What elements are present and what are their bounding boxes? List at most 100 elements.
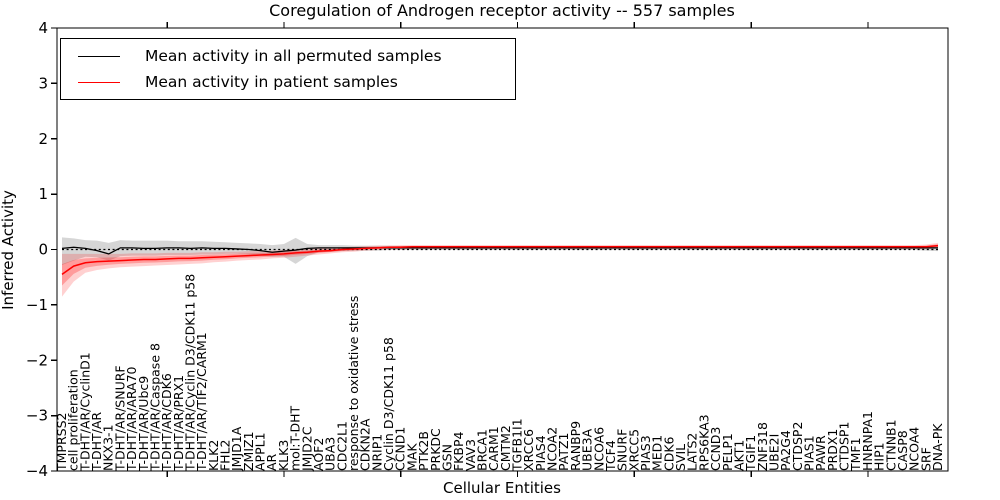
x-category-label: T-DHT/AR/Caspase 8 — [147, 343, 162, 472]
x-category-label: NRIP1 — [369, 434, 384, 471]
legend-item-permuted: Mean activity in all permuted samples — [61, 47, 515, 65]
x-category-label: KLK2 — [206, 440, 221, 471]
x-category-label: MAK — [404, 443, 419, 471]
y-tick-label: 0 — [38, 241, 48, 259]
x-category-label: PATZ1 — [556, 433, 571, 471]
x-category-label: T-DHT/AR/Ubc9 — [136, 376, 151, 472]
x-category-label: TMF1 — [848, 437, 863, 472]
x-category-label: SVIL — [673, 444, 688, 471]
x-category-label: CASP8 — [895, 430, 910, 471]
x-category-label: cell proliferation — [66, 369, 81, 471]
x-axis-label: Cellular Entities — [443, 479, 561, 497]
y-tick-label: −4 — [26, 462, 48, 480]
x-category-label: NCOA4 — [907, 427, 922, 471]
x-category-label: T-DHT/AR/ARA70 — [124, 366, 139, 472]
x-category-label: PIAS1 — [802, 435, 817, 471]
x-category-label: PIAS4 — [533, 435, 548, 471]
x-category-label: TCF4 — [603, 440, 618, 472]
x-category-label: BRCA1 — [474, 429, 489, 471]
legend-label-patient: Mean activity in patient samples — [145, 73, 398, 91]
x-category-label: response to oxidative stress — [346, 296, 361, 471]
x-category-label: NKX3-1 — [101, 424, 116, 471]
x-category-label: CDKN2A — [358, 418, 373, 471]
x-category-label: UBE3A — [580, 428, 595, 471]
x-category-label: TGFB1I1 — [510, 418, 525, 472]
patient-mean-line — [61, 244, 939, 276]
x-category-label: AR — [264, 453, 279, 471]
x-category-label: TMPRSS2 — [54, 413, 69, 472]
x-category-label: MED1 — [650, 435, 665, 471]
permuted-band — [62, 237, 938, 266]
y-tick-label: 2 — [38, 130, 48, 148]
x-category-label: T-DHT/AR/CDK6 — [159, 373, 174, 472]
x-category-label: SNURF — [615, 429, 630, 471]
y-tick-label: 1 — [38, 185, 48, 203]
x-category-label: TGIF1 — [743, 435, 758, 472]
x-category-label: UBE2I — [766, 434, 781, 471]
x-category-label: KLK3 — [276, 440, 291, 471]
x-category-label: HIP1 — [872, 442, 887, 471]
x-category-label: AKT1 — [731, 440, 746, 471]
x-category-label: PRKDC — [428, 428, 443, 471]
permuted-mean-line — [61, 246, 938, 255]
x-category-label: PTK2B — [416, 431, 431, 471]
x-category-label: PIAS3 — [638, 435, 653, 471]
y-tick-label: −3 — [26, 407, 48, 425]
x-category-label: UBA3 — [323, 437, 338, 471]
x-category-label: T-DHT/AR — [89, 412, 104, 472]
y-axis-label: Inferred Activity — [0, 190, 17, 310]
y-tick-label: 3 — [38, 74, 48, 92]
y-tick-label: −2 — [26, 351, 48, 369]
x-category-label: CTNNB1 — [883, 419, 898, 471]
y-tick-label: −1 — [26, 296, 48, 314]
legend-line-patient-icon — [78, 81, 120, 83]
x-category-label: XRCC6 — [521, 429, 536, 471]
x-category-label: CTDSP2 — [790, 422, 805, 471]
x-category-label: NCOA6 — [591, 427, 606, 471]
x-category-label: SRF — [918, 447, 933, 471]
x-category-label: CARM1 — [486, 426, 501, 471]
legend-item-patient: Mean activity in patient samples — [61, 73, 515, 91]
x-category-label: CMTM2 — [498, 425, 513, 471]
x-category-label: T-DHT/AR/SNURF — [112, 365, 127, 472]
x-category-label: ZMIZ1 — [241, 431, 256, 471]
x-category-label: RANBP9 — [568, 421, 583, 471]
x-category-label: NCOA2 — [545, 427, 560, 471]
x-category-label: AOF2 — [311, 438, 326, 471]
x-category-label: ZNF318 — [755, 422, 770, 471]
x-category-label: VAV3 — [463, 439, 478, 471]
x-category-label: CTDSP1 — [837, 422, 852, 471]
x-category-label: T-DHT/AR/CyclinD1 — [77, 352, 92, 472]
patient-band — [62, 242, 938, 297]
x-category-label: mol:T-DHT — [288, 405, 303, 471]
legend-line-permuted-icon — [78, 55, 120, 57]
legend-label-permuted: Mean activity in all permuted samples — [145, 47, 442, 65]
x-category-label: PA2G4 — [778, 430, 793, 471]
x-category-label: APPL1 — [253, 432, 268, 471]
x-category-label: HNRNPA1 — [860, 411, 875, 471]
x-category-label: RPS6KA3 — [696, 414, 711, 471]
x-category-label: PELP1 — [720, 433, 735, 471]
x-category-label: T-DHT/AR/Cyclin D3/CDK11 p58 — [182, 274, 197, 472]
x-category-label: JMJD1A — [229, 426, 244, 472]
x-category-label: LATS2 — [685, 433, 700, 471]
x-category-label: CCND3 — [708, 427, 723, 471]
x-category-label: PRDX1 — [825, 429, 840, 471]
chart-title: Coregulation of Androgen receptor activi… — [269, 1, 735, 20]
x-category-label: CDC2L1 — [334, 421, 349, 471]
x-category-label: JMJD2C — [299, 426, 314, 472]
x-category-label: FHL2 — [218, 439, 233, 471]
x-category-label: T-DHT/AR/TIF2/CARM1 — [194, 332, 209, 472]
x-category-label: DNA-PK — [930, 423, 945, 471]
x-category-label: FKBP4 — [451, 431, 466, 471]
x-category-label: XRCC5 — [626, 429, 641, 471]
x-category-label: Cyclin D3/CDK11 p58 — [381, 337, 396, 471]
x-category-label: CCND1 — [393, 427, 408, 471]
x-category-label: T-DHT/AR/PRX1 — [171, 375, 186, 472]
x-category-label: CDK6 — [661, 436, 676, 471]
legend: Mean activity in all permuted samples Me… — [60, 38, 516, 100]
y-tick-label: 4 — [38, 19, 48, 37]
